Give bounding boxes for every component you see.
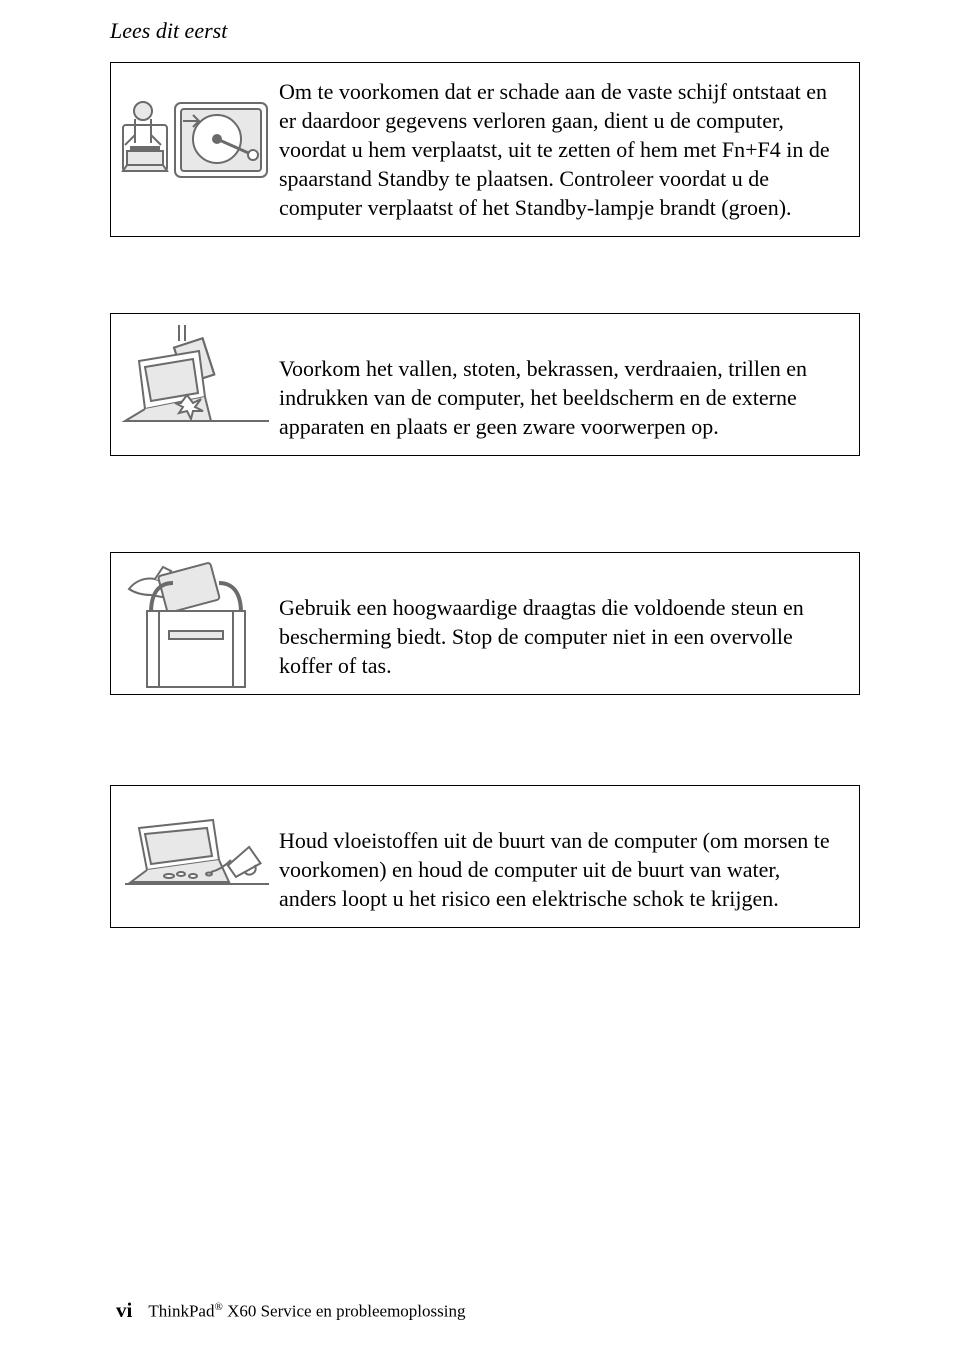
info-box-impact: Voorkom het vallen, stoten, bekrassen, v…: [110, 313, 860, 456]
page-footer: vi ThinkPad® X60 Service en probleemoplo…: [116, 1298, 466, 1323]
laptop-impact-icon: [121, 326, 271, 436]
liquid-spill-icon: [121, 798, 271, 908]
info-box-bag: Gebruik een hoogwaardige draagtas die vo…: [110, 552, 860, 695]
hdd-user-icon: [121, 75, 271, 185]
footer-text: ThinkPad® X60 Service en probleemoplossi…: [148, 1301, 465, 1322]
document-page: Lees dit eerst: [0, 0, 960, 1359]
page-number: vi: [116, 1298, 132, 1323]
info-box-hdd: Om te voorkomen dat er schade aan de vas…: [110, 62, 860, 237]
info-box-liquid: Houd vloeistoffen uit de buurt van de co…: [110, 785, 860, 928]
info-text-hdd: Om te voorkomen dat er schade aan de vas…: [279, 75, 841, 222]
page-header-title: Lees dit eerst: [110, 18, 860, 44]
info-text-impact: Voorkom het vallen, stoten, bekrassen, v…: [279, 326, 841, 441]
info-text-bag: Gebruik een hoogwaardige draagtas die vo…: [279, 565, 841, 680]
bag-icon: [121, 565, 271, 675]
info-text-liquid: Houd vloeistoffen uit de buurt van de co…: [279, 798, 841, 913]
